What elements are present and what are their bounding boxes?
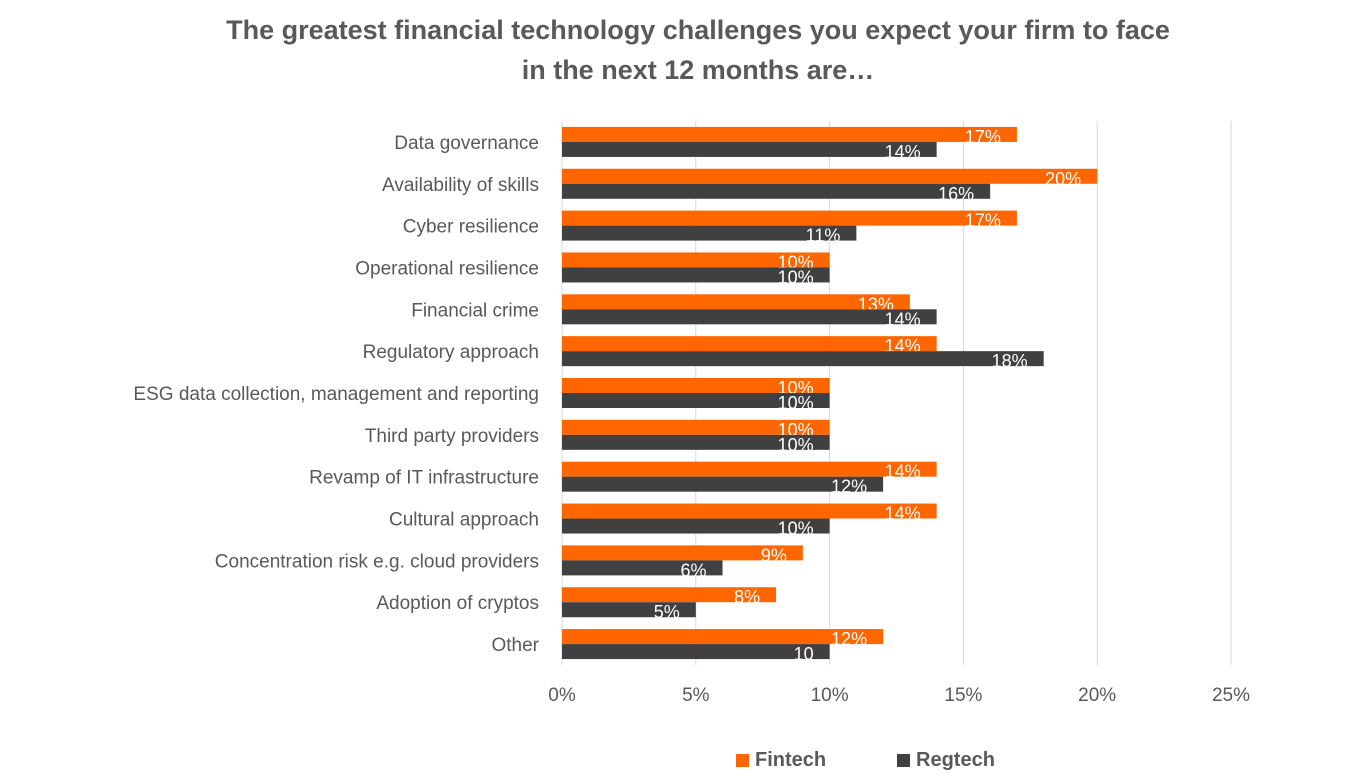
bar-regtech (562, 476, 884, 492)
data-label-fintech: 20% (1045, 169, 1081, 189)
data-label-regtech: 10% (778, 519, 814, 539)
data-label-regtech: 18% (992, 351, 1028, 371)
bar-regtech (562, 267, 830, 283)
x-tick-label: 0% (548, 685, 576, 706)
bar-regtech (562, 644, 830, 660)
legend-swatch-regtech (897, 754, 910, 767)
x-tick-label: 15% (944, 685, 982, 706)
bar-fintech (562, 419, 830, 435)
category-label: Concentration risk e.g. cloud providers (215, 551, 539, 572)
bar-fintech (562, 378, 830, 393)
data-label-regtech: 6% (681, 560, 707, 580)
x-tick-label: 25% (1212, 685, 1250, 706)
legend-label-regtech: Regtech (916, 749, 995, 771)
category-label: Third party providers (365, 426, 539, 447)
data-label-regtech: 5% (654, 602, 680, 622)
bar-fintech (562, 168, 1098, 184)
data-label-fintech: 17% (965, 211, 1001, 231)
data-label-regtech: 10% (778, 267, 814, 287)
bar-fintech (562, 503, 937, 519)
title-line-2: in the next 12 months are… (521, 55, 875, 85)
bar-regtech (562, 518, 830, 534)
x-tick-label: 5% (682, 685, 710, 706)
bar-regtech (562, 309, 937, 325)
data-label-regtech: 11% (806, 226, 841, 246)
category-label: Cyber resilience (403, 217, 539, 238)
bar-fintech (562, 252, 830, 268)
data-label-fintech: 17% (965, 127, 1001, 147)
data-label-regtech: 14% (885, 309, 921, 329)
data-label-regtech: 16% (938, 184, 974, 204)
bar-regtech (562, 602, 696, 618)
bar-fintech (562, 336, 937, 352)
legend-fintech: Fintech (736, 749, 826, 772)
category-label: Availability of skills (382, 175, 539, 196)
category-label: Cultural approach (389, 510, 539, 531)
bar-fintech (562, 461, 937, 477)
bar-regtech (562, 141, 937, 157)
bar-fintech (562, 629, 884, 645)
category-label: Adoption of cryptos (376, 593, 539, 614)
legend-regtech: Regtech (897, 749, 995, 772)
data-label-regtech: 10 (794, 644, 814, 664)
bar-fintech (562, 587, 777, 603)
title-line-1: The greatest financial technology challe… (226, 15, 1170, 45)
legend-swatch-fintech (736, 754, 749, 767)
category-label: Other (491, 635, 539, 656)
bar-fintech (562, 545, 803, 561)
category-label: Revamp of IT infrastructure (309, 468, 539, 489)
bar-regtech (562, 393, 830, 408)
x-tick-label: 20% (1078, 685, 1116, 706)
bar-fintech (562, 126, 1017, 142)
chart-title: The greatest financial technology challe… (0, 10, 1346, 90)
data-label-fintech: 8% (734, 587, 760, 607)
data-label-fintech: 9% (761, 545, 787, 565)
data-label-fintech: 12% (831, 629, 867, 649)
bar-regtech (562, 225, 857, 241)
category-label: Financial crime (411, 300, 539, 321)
bar-regtech (562, 434, 830, 450)
bar-regtech (562, 183, 991, 199)
bar-fintech (562, 294, 910, 310)
data-label-regtech: 12% (831, 477, 867, 497)
data-label-fintech: 14% (885, 462, 921, 482)
x-tick-label: 10% (811, 685, 849, 706)
legend-label-fintech: Fintech (755, 749, 827, 771)
category-label: Data governance (394, 133, 539, 154)
category-label: Regulatory approach (363, 342, 539, 363)
bar-fintech (562, 210, 1017, 226)
data-label-fintech: 14% (885, 504, 921, 524)
data-label-regtech: 14% (885, 142, 921, 162)
bar-regtech (562, 560, 723, 576)
data-label-regtech: 10% (778, 393, 814, 413)
category-label: ESG data collection, management and repo… (133, 384, 539, 405)
data-label-regtech: 10% (778, 435, 814, 455)
bar-regtech (562, 351, 1044, 367)
category-label: Operational resilience (355, 258, 539, 279)
